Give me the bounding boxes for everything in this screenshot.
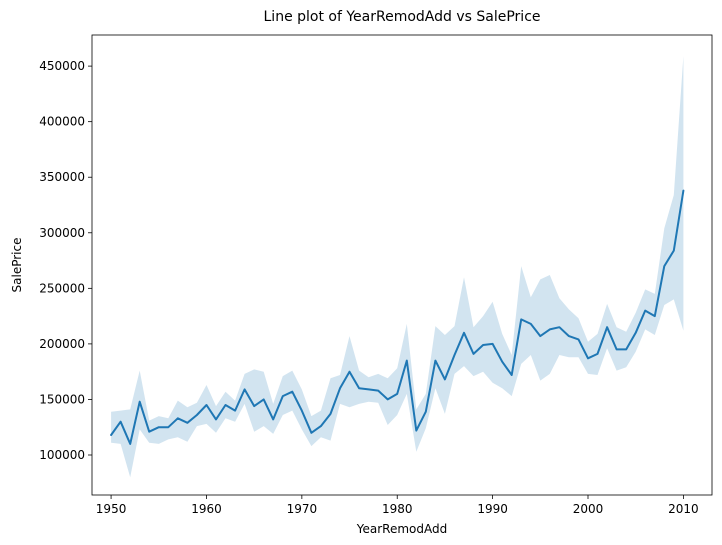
data-point (310, 432, 312, 434)
x-axis-ticks: 1950 1960 1970 1980 1990 2000 2010 (96, 495, 699, 516)
x-tick-label: 1970 (287, 502, 318, 516)
data-point (511, 374, 513, 376)
data-point (234, 410, 236, 412)
x-axis-label: YearRemodAdd (356, 522, 447, 536)
data-point (387, 398, 389, 400)
data-point (120, 421, 122, 423)
y-tick-label: 100000 (39, 448, 85, 462)
data-point (606, 326, 608, 328)
data-point (530, 323, 532, 325)
y-tick-label: 450000 (39, 59, 85, 73)
y-tick-label: 200000 (39, 337, 85, 351)
y-tick-label: 400000 (39, 115, 85, 129)
data-point (558, 326, 560, 328)
data-point (549, 328, 551, 330)
data-point (444, 378, 446, 380)
x-tick-label: 2010 (668, 502, 699, 516)
data-point (616, 348, 618, 350)
data-point (587, 357, 589, 359)
confidence-band (111, 56, 684, 478)
data-point (330, 413, 332, 415)
data-point (177, 417, 179, 419)
y-axis-ticks: 100000 150000 200000 250000 300000 350000 4000… (39, 59, 92, 462)
data-point (253, 405, 255, 407)
data-point (673, 250, 675, 252)
data-point (454, 354, 456, 356)
data-point (206, 404, 208, 406)
x-tick-label: 1950 (96, 502, 127, 516)
data-point (597, 353, 599, 355)
y-tick-label: 350000 (39, 170, 85, 184)
x-tick-label: 2000 (573, 502, 604, 516)
data-point (320, 425, 322, 427)
data-point (129, 443, 131, 445)
data-point (578, 338, 580, 340)
data-point (110, 434, 112, 436)
data-point (415, 430, 417, 432)
data-point (644, 310, 646, 312)
data-point (501, 361, 503, 363)
data-point (167, 426, 169, 428)
data-point (568, 335, 570, 337)
series-line (110, 189, 685, 445)
data-point (625, 348, 627, 350)
y-tick-label: 250000 (39, 281, 85, 295)
data-point (473, 353, 475, 355)
y-tick-label: 300000 (39, 226, 85, 240)
data-point (492, 343, 494, 345)
data-point (682, 190, 684, 192)
series-line-layer (110, 189, 685, 445)
data-point (463, 332, 465, 334)
data-point (301, 410, 303, 412)
data-point (520, 318, 522, 320)
data-point (215, 418, 217, 420)
x-tick-label: 1990 (477, 502, 508, 516)
data-point (377, 390, 379, 392)
chart-title: Line plot of YearRemodAdd vs SalePrice (264, 9, 541, 25)
x-tick-label: 1960 (191, 502, 222, 516)
data-point (635, 332, 637, 334)
axes-frame (91, 34, 713, 496)
data-point (263, 398, 265, 400)
data-point (368, 388, 370, 390)
data-point (272, 418, 274, 420)
data-point (482, 344, 484, 346)
data-point (663, 265, 665, 267)
data-point (339, 387, 341, 389)
data-point (349, 371, 351, 373)
confidence-band-layer (111, 56, 684, 478)
data-point (148, 431, 150, 433)
data-point (434, 360, 436, 362)
data-point (225, 404, 227, 406)
data-point (186, 422, 188, 424)
plot-area (110, 56, 685, 478)
data-point (654, 315, 656, 317)
y-axis-label: SalePrice (10, 238, 24, 293)
data-point (139, 401, 141, 403)
x-tick-label: 1980 (382, 502, 413, 516)
y-tick-label: 150000 (39, 392, 85, 406)
data-point (425, 411, 427, 413)
data-point (244, 388, 246, 390)
data-point (406, 360, 408, 362)
data-point (282, 395, 284, 397)
data-point (158, 426, 160, 428)
data-point (196, 414, 198, 416)
data-point (291, 391, 293, 393)
data-point (396, 393, 398, 395)
data-point (358, 387, 360, 389)
data-point (539, 335, 541, 337)
